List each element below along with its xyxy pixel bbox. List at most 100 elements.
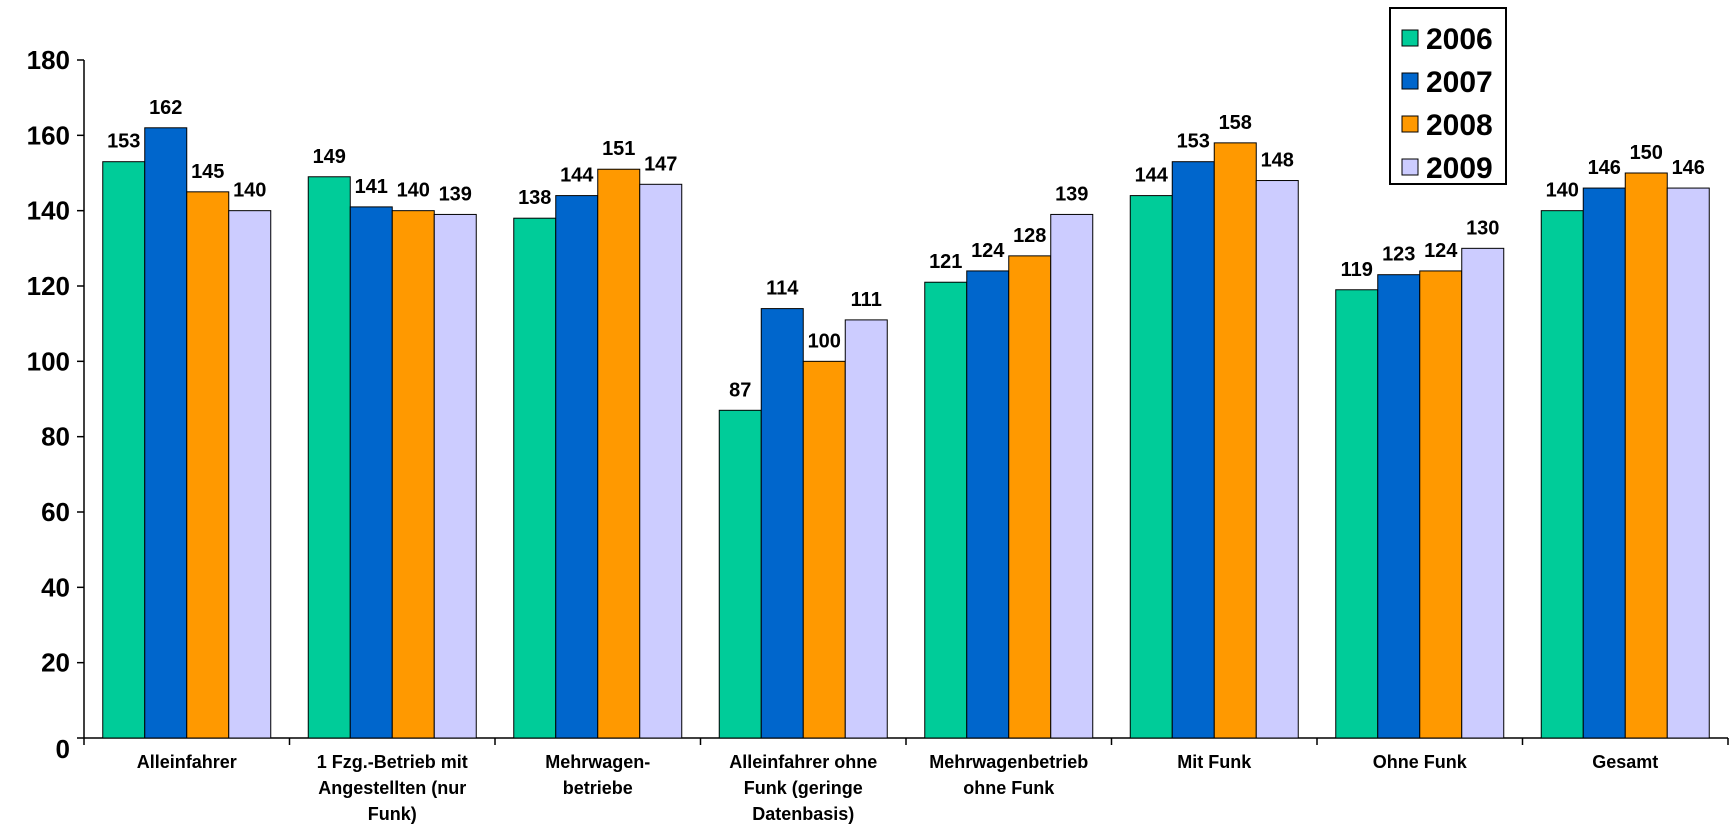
bar-2008-0 [186,191,230,739]
y-tick-label: 180 [27,45,70,75]
bar-2007-7 [1582,187,1626,739]
bar-2008-1 [391,210,435,739]
bar-2009-6 [1461,247,1505,739]
bar-2006-7 [1540,210,1584,739]
y-tick-label: 80 [41,422,70,452]
bar-2009-7 [1666,187,1710,739]
bar-2006-1 [307,176,351,739]
y-tick-label: 140 [27,196,70,226]
bar-2006-4 [924,281,968,739]
data-label-2006-3: 87 [729,379,751,401]
x-category-label: Datenbasis) [752,804,854,824]
legend-label-2009: 2009 [1426,152,1493,185]
bar-2006-0 [102,161,146,739]
x-category-label: Alleinfahrer ohne [729,752,877,772]
data-label-2007-1: 141 [355,176,388,198]
bar-2007-6 [1377,274,1421,739]
bar-2008-4 [1008,255,1052,739]
bar-2008-2 [597,168,641,739]
legend-label-2006: 2006 [1426,23,1493,56]
y-tick-label: 0 [56,734,70,764]
y-tick-label: 100 [27,346,70,376]
bar-2007-4 [966,270,1010,739]
legend-label-2007: 2007 [1426,66,1493,99]
data-label-2007-3: 114 [766,278,799,300]
data-label-2007-2: 144 [560,165,594,187]
bar-2008-7 [1624,172,1668,739]
data-label-2008-4: 128 [1013,225,1046,247]
x-category-label: Ohne Funk [1373,752,1468,772]
x-category-label: 1 Fzg.-Betrieb mit [317,752,468,772]
data-label-2006-1: 149 [313,146,346,168]
data-label-2007-4: 124 [971,240,1005,262]
bar-2007-1 [349,206,393,739]
x-category-label: Gesamt [1592,752,1658,772]
data-label-2006-4: 121 [929,251,962,273]
legend-swatch-2006 [1401,29,1419,47]
legend-label-2008: 2008 [1426,109,1493,142]
y-tick-label: 120 [27,271,70,301]
data-label-2006-6: 119 [1341,259,1373,281]
bar-2009-1 [433,213,477,739]
data-label-2009-6: 130 [1466,217,1499,239]
bar-2009-4 [1050,213,1094,739]
y-tick-label: 40 [41,572,70,602]
x-category-label: ohne Funk [963,778,1055,798]
bar-2009-5 [1255,180,1299,739]
bar-2006-2 [513,217,557,739]
y-tick-label: 20 [41,648,70,678]
x-category-label: Mit Funk [1177,752,1252,772]
data-label-2009-1: 139 [439,183,472,205]
data-label-2009-3: 111 [851,289,882,311]
x-category-label: Mehrwagenbetrieb [929,752,1088,772]
bar-2007-0 [144,127,188,739]
data-label-2008-6: 124 [1424,240,1458,262]
data-label-2006-2: 138 [518,187,551,209]
x-category-label: Mehrwagen- [545,752,650,772]
data-label-2007-6: 123 [1382,244,1415,266]
bar-2007-2 [555,195,599,739]
data-label-2008-0: 145 [191,161,224,183]
x-category-label: Alleinfahrer [137,752,237,772]
data-label-2007-7: 146 [1588,157,1621,179]
data-label-2006-5: 144 [1135,165,1169,187]
y-tick-label: 160 [27,120,70,150]
bar-2007-3 [760,308,804,739]
bar-2008-6 [1419,270,1463,739]
data-label-2007-0: 162 [149,97,182,119]
data-label-2006-7: 140 [1546,180,1579,202]
data-label-2008-1: 140 [397,180,430,202]
data-label-2009-4: 139 [1055,183,1088,205]
legend-swatch-2009 [1401,158,1419,176]
bar-2007-5 [1171,161,1215,739]
category-labels: Alleinfahrer 1 Fzg.-Betrieb mit Angestellt… [137,752,1659,824]
bar-2008-3 [802,360,846,739]
legend: 2006 2007 2008 2009 [1389,7,1507,185]
bar-2009-0 [228,210,272,739]
x-category-label: Angestellten (nur [318,778,466,798]
data-label-2006-0: 153 [107,131,140,153]
data-label-2008-7: 150 [1630,142,1663,164]
data-label-2008-3: 100 [808,330,841,352]
bar-2006-5 [1129,195,1173,739]
data-label-2009-2: 147 [644,153,677,175]
data-labels: 153 149 138 87 121 144 119 140 162 141 144 114 124 15… [107,97,1705,401]
legend-swatch-2007 [1401,72,1419,90]
data-label-2009-7: 146 [1672,157,1705,179]
bar-2008-5 [1213,142,1257,739]
legend-swatch-2008 [1401,115,1419,133]
bar-2009-2 [639,183,683,739]
bar-2006-6 [1335,289,1379,739]
bars [102,127,1710,739]
data-label-2008-2: 151 [602,138,635,160]
data-label-2007-5: 153 [1177,131,1210,153]
bar-2009-3 [844,319,888,739]
x-category-label: betriebe [563,778,633,798]
x-category-label: Funk (geringe [744,778,863,798]
data-label-2009-0: 140 [233,180,266,202]
x-category-label: Funk) [368,804,417,824]
data-label-2008-5: 158 [1219,112,1252,134]
y-tick-label: 60 [41,497,70,527]
